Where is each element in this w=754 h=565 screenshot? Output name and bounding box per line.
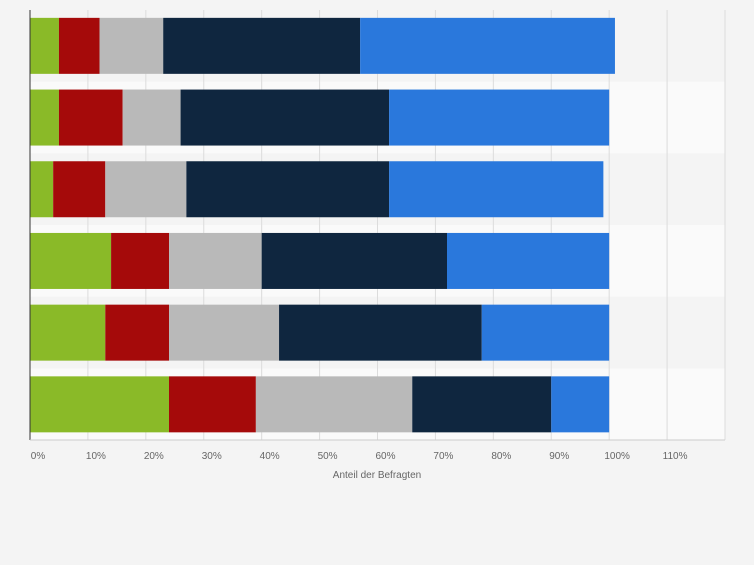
bar-segment[interactable] xyxy=(105,161,187,218)
x-tick-label: 90% xyxy=(549,451,569,462)
bar-segment[interactable] xyxy=(279,304,482,361)
bar-segment[interactable] xyxy=(111,232,169,289)
bar-segment[interactable] xyxy=(30,17,59,74)
bar-segment[interactable] xyxy=(186,161,390,218)
x-tick-label: 80% xyxy=(491,451,511,462)
x-tick-label: 10% xyxy=(86,451,106,462)
bar-segment[interactable] xyxy=(122,89,181,146)
bar-segment[interactable] xyxy=(551,376,610,433)
bar-segment[interactable] xyxy=(389,161,604,218)
x-tick-label: 70% xyxy=(433,451,453,462)
bar-segment[interactable] xyxy=(169,376,256,433)
x-tick-label: 40% xyxy=(260,451,280,462)
bar-segment[interactable] xyxy=(30,376,169,433)
bar-segment[interactable] xyxy=(180,89,390,146)
bar-segment[interactable] xyxy=(105,304,169,361)
bar-segment[interactable] xyxy=(255,376,413,433)
bar-segment[interactable] xyxy=(169,232,262,289)
x-tick-label: 50% xyxy=(318,451,338,462)
bar-segment[interactable] xyxy=(58,17,100,74)
bar-segment[interactable] xyxy=(53,161,106,218)
bar-segment[interactable] xyxy=(447,232,610,289)
bar-segment[interactable] xyxy=(30,232,112,289)
bar-segment[interactable] xyxy=(30,89,59,146)
bar-segment[interactable] xyxy=(30,304,106,361)
bar-segment[interactable] xyxy=(163,17,361,74)
bar-segment[interactable] xyxy=(412,376,552,433)
bar-segment[interactable] xyxy=(99,17,164,74)
bar-segment[interactable] xyxy=(481,304,610,361)
x-tick-label: 60% xyxy=(375,451,395,462)
bar-segment[interactable] xyxy=(30,161,54,218)
x-tick-label: 0% xyxy=(31,451,46,462)
x-tick-label: 20% xyxy=(144,451,164,462)
bar-segment[interactable] xyxy=(360,17,615,74)
x-tick-label: 30% xyxy=(202,451,222,462)
bar-segment[interactable] xyxy=(389,89,610,146)
x-tick-label: 100% xyxy=(604,451,630,462)
x-tick-label: 110% xyxy=(663,451,688,462)
bar-segment[interactable] xyxy=(261,232,447,289)
x-axis-title: Anteil der Befragten xyxy=(333,470,421,481)
bar-segment[interactable] xyxy=(58,89,123,146)
bar-segment[interactable] xyxy=(169,304,280,361)
